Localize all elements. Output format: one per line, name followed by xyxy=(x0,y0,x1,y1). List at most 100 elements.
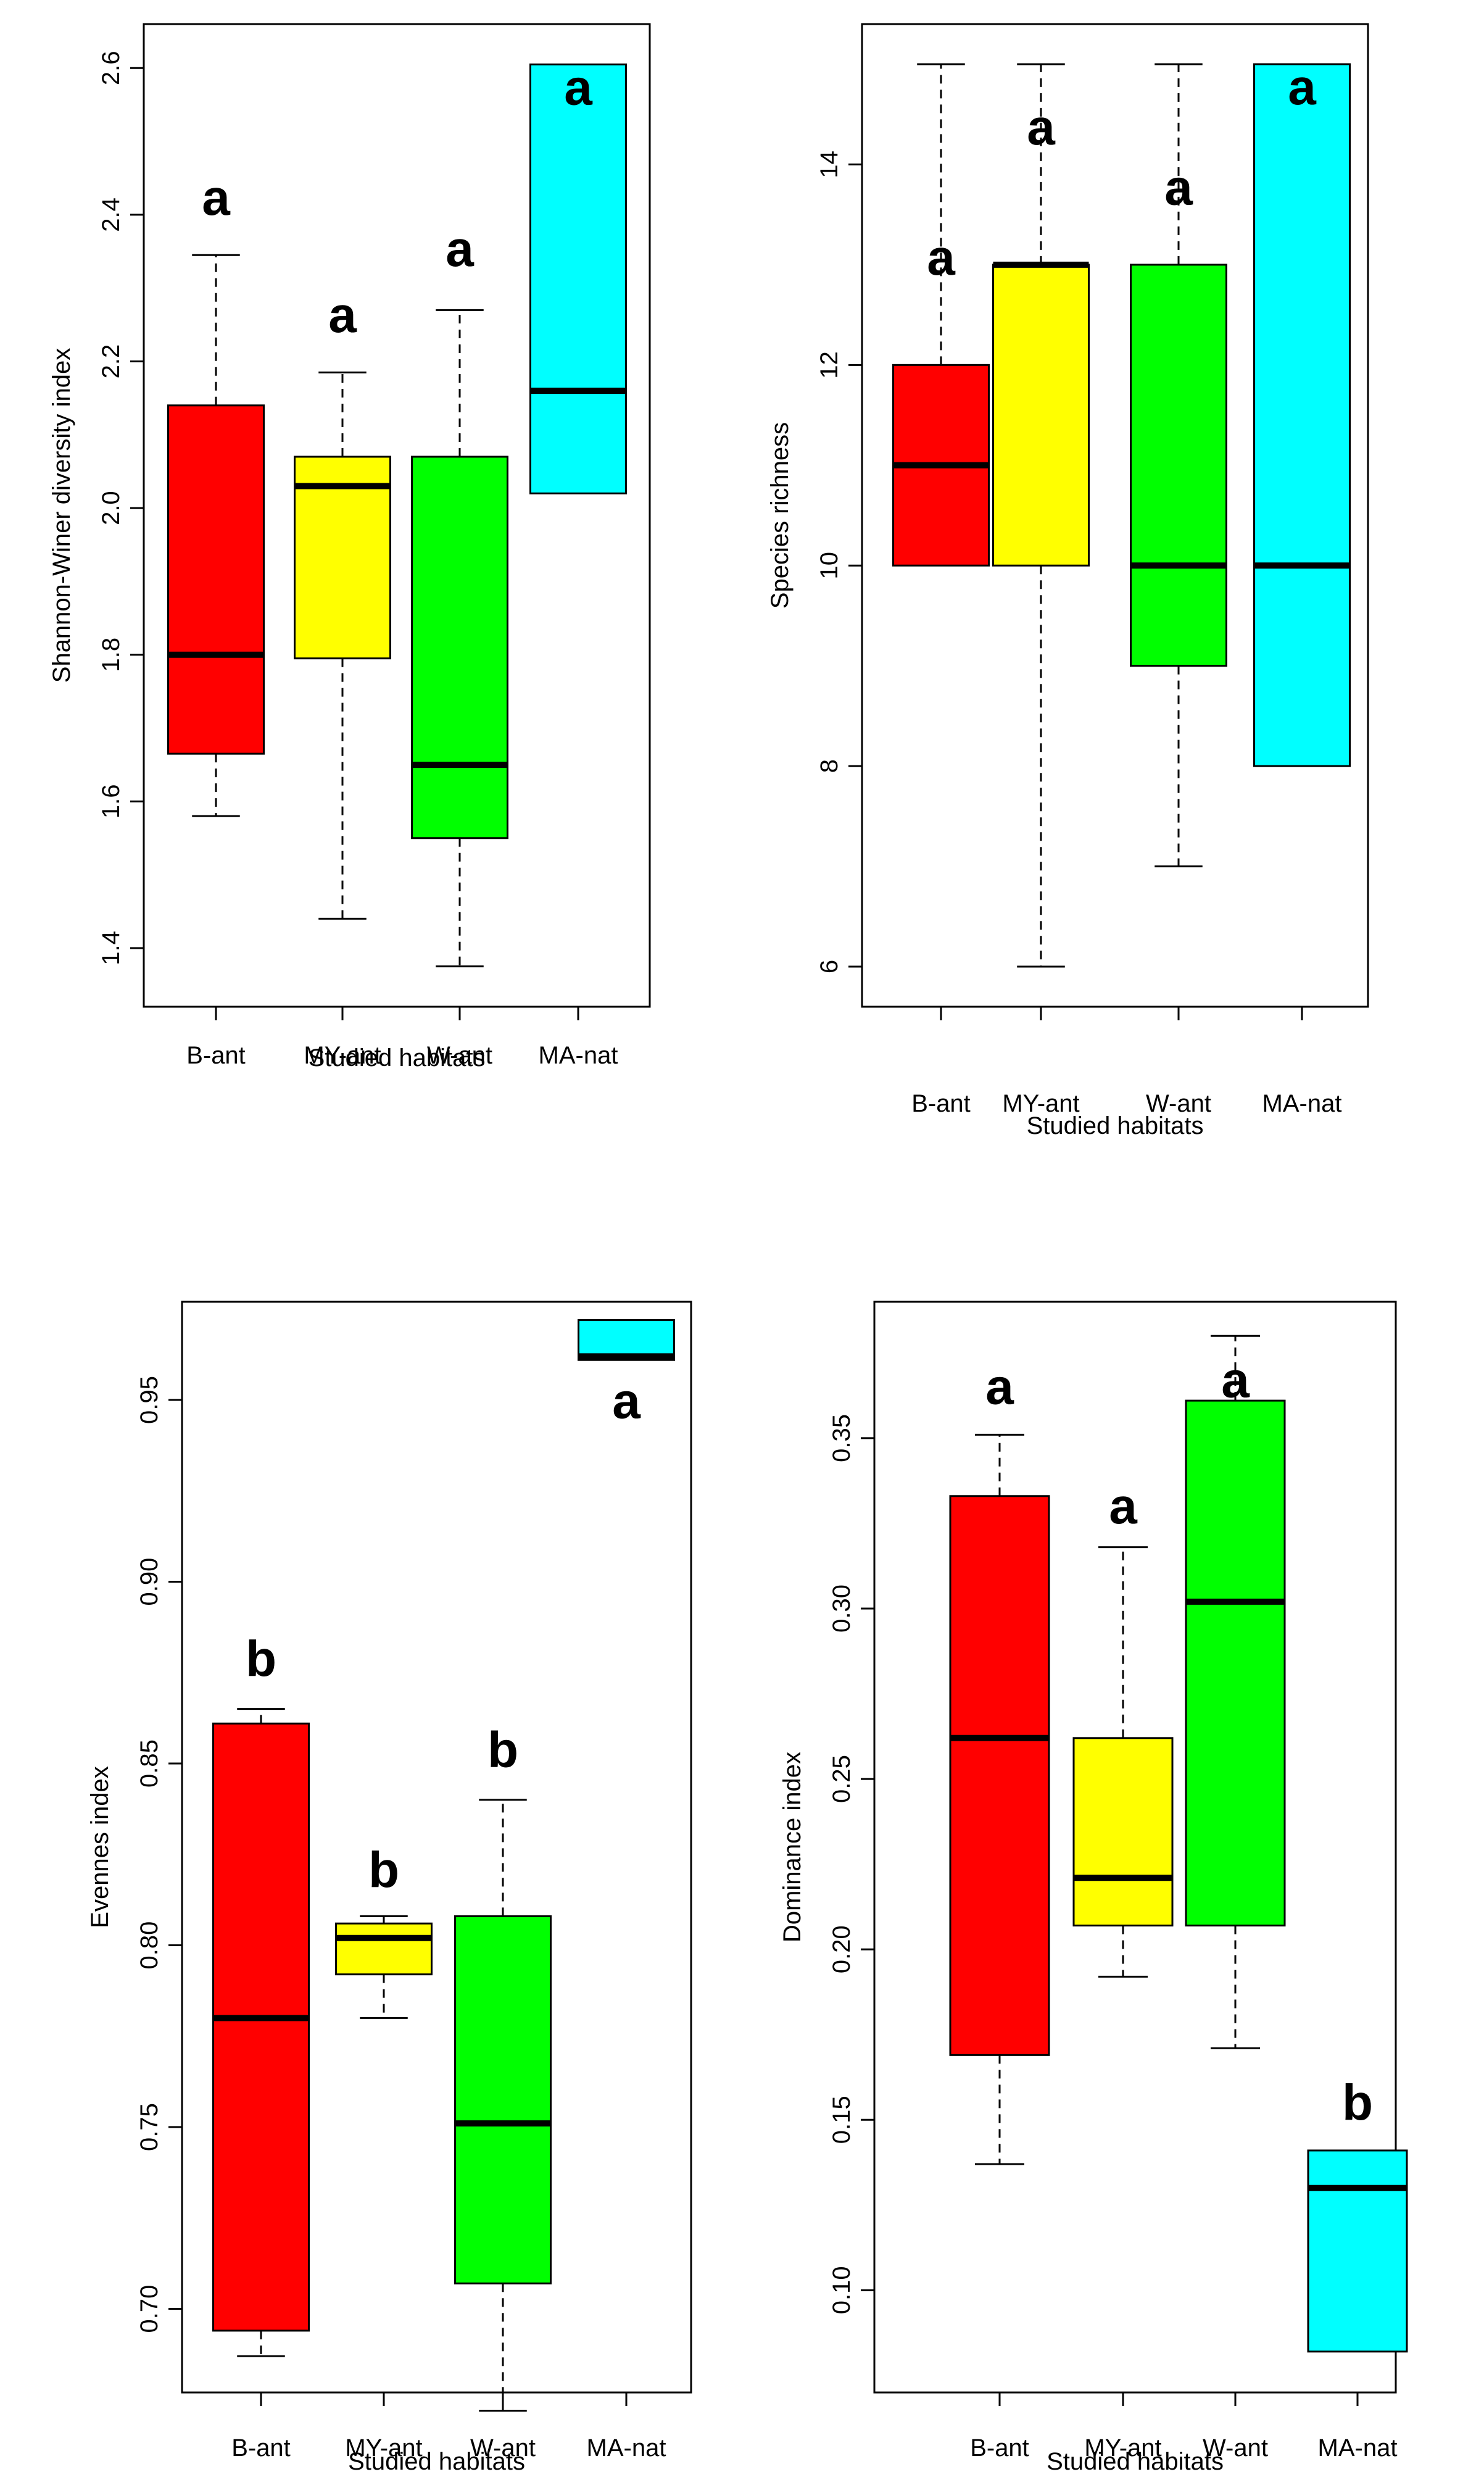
box-B-ant: a xyxy=(892,63,990,567)
x-tick-label: MY-ant xyxy=(304,1042,381,1069)
x-tick-label: MY-ant xyxy=(345,2434,422,2462)
box-MA-nat: a xyxy=(578,1318,675,1429)
x-axis-title: Studied habitats xyxy=(309,1044,486,1072)
y-tick-label: 1.4 xyxy=(97,931,125,965)
y-tick-label: 0.90 xyxy=(136,1558,163,1606)
significance-letter: a xyxy=(927,230,956,286)
box-body xyxy=(454,1915,552,2284)
y-tick-label: 14 xyxy=(816,151,843,178)
significance-letter: b xyxy=(246,1631,276,1688)
y-tick-label: 0.20 xyxy=(828,1925,855,1973)
y-tick-label: 0.35 xyxy=(828,1414,855,1462)
plot-frame xyxy=(873,1301,1397,2394)
y-tick-label: 0.85 xyxy=(136,1739,163,1788)
y-tick-label: 0.10 xyxy=(828,2266,855,2314)
y-tick-label: 0.25 xyxy=(828,1755,855,1803)
box-W-ant: a xyxy=(1185,1335,1286,2049)
box-body xyxy=(1253,63,1351,767)
box-body xyxy=(992,264,1090,567)
panel-shannon: 1.4 1.6 1.8 2.0 2.2 2.4 2.6 Shannon-Winer diver… xyxy=(48,23,651,1072)
significance-letter: a xyxy=(1221,1352,1250,1409)
box-W-ant: a xyxy=(411,221,508,968)
significance-letter: a xyxy=(612,1373,641,1429)
significance-letter: a xyxy=(328,287,357,343)
significance-letter: a xyxy=(446,221,475,277)
significance-letter: b xyxy=(487,1722,518,1778)
significance-letter: a xyxy=(985,1359,1014,1415)
x-tick-label: MY-ant xyxy=(1084,2434,1161,2462)
y-tick-label: 1.8 xyxy=(97,638,125,672)
x-tick-label: B-ant xyxy=(911,1090,971,1117)
box-B-ant: a xyxy=(949,1359,1050,2165)
significance-letter: b xyxy=(1342,2075,1373,2131)
y-axis-title: Species richness xyxy=(766,422,794,609)
box-W-ant: b xyxy=(454,1722,552,2412)
y-axis-title: Evennes index xyxy=(86,1766,114,1928)
box-B-ant: b xyxy=(212,1631,310,2357)
panel-richness: 6 8 10 12 14 Species richness B-ant MY-ant W-ant… xyxy=(766,23,1369,1139)
x-axis-title: Studied habitats xyxy=(1047,2448,1224,2475)
significance-letter: a xyxy=(1109,1478,1138,1534)
y-tick-label: 10 xyxy=(816,552,843,580)
y-tick-label: 0.70 xyxy=(136,2285,163,2333)
y-axis-title: Shannon-Winer diversity index xyxy=(48,348,75,683)
box-MA-nat: a xyxy=(529,60,627,494)
box-body xyxy=(529,63,627,494)
box-body xyxy=(1185,1399,1286,1927)
panel-evenness: 0.70 0.75 0.80 0.85 0.90 0.95 Evennes index B-a… xyxy=(86,1301,692,2475)
significance-letter: a xyxy=(202,170,231,226)
y-tick-label: 0.95 xyxy=(136,1376,163,1424)
y-tick-label: 0.75 xyxy=(136,2103,163,2151)
significance-letter: a xyxy=(1027,99,1056,156)
y-tick-label: 0.30 xyxy=(828,1584,855,1633)
y-tick-label: 2.0 xyxy=(97,491,125,525)
x-tick-label: W-ant xyxy=(470,2434,536,2462)
x-tick-label: W-ant xyxy=(1203,2434,1268,2462)
box-W-ant: a xyxy=(1130,63,1227,868)
significance-letter: b xyxy=(368,1842,399,1898)
box-MA-nat: b xyxy=(1307,2075,1408,2353)
plot-frame xyxy=(181,1301,692,2394)
box-body xyxy=(294,456,391,660)
box-body xyxy=(1307,2149,1408,2353)
box-body xyxy=(1130,264,1227,667)
box-body xyxy=(411,456,508,839)
box-body xyxy=(167,404,265,755)
box-B-ant: a xyxy=(167,170,265,817)
significance-letter: a xyxy=(1288,59,1317,115)
y-tick-label: 6 xyxy=(816,960,843,973)
plot-frame xyxy=(143,23,651,1008)
y-tick-label: 0.15 xyxy=(828,2096,855,2144)
x-tick-label: MA-nat xyxy=(587,2434,666,2462)
box-MY-ant: a xyxy=(992,63,1090,968)
box-MA-nat: a xyxy=(1253,59,1351,767)
x-tick-label: MA-nat xyxy=(1318,2434,1398,2462)
y-tick-label: 2.2 xyxy=(97,344,125,379)
box-MY-ant: a xyxy=(294,287,391,920)
y-tick-label: 12 xyxy=(816,351,843,379)
x-axis-title: Studied habitats xyxy=(1027,1112,1204,1139)
plot-frame xyxy=(861,23,1369,1008)
y-tick-label: 8 xyxy=(816,759,843,773)
panel-dominance: 0.10 0.15 0.20 0.25 0.30 0.35 Dominance index B… xyxy=(779,1301,1408,2475)
y-tick-label: 2.6 xyxy=(97,51,125,85)
box-body xyxy=(949,1495,1050,2056)
x-axis-title: Studied habitats xyxy=(348,2448,525,2475)
x-tick-label: W-ant xyxy=(1146,1090,1211,1117)
x-tick-label: B-ant xyxy=(970,2434,1029,2462)
x-tick-label: B-ant xyxy=(186,1042,246,1069)
box-body xyxy=(335,1922,433,1976)
y-axis-title: Dominance index xyxy=(779,1752,806,1942)
box-MY-ant: b xyxy=(335,1842,433,2019)
y-tick-label: 0.80 xyxy=(136,1922,163,1970)
significance-letter: a xyxy=(564,60,593,116)
significance-letter: a xyxy=(1164,159,1193,215)
x-tick-label: MA-nat xyxy=(539,1042,618,1069)
x-tick-label: W-ant xyxy=(427,1042,492,1069)
box-body xyxy=(1072,1737,1174,1927)
box-MY-ant: a xyxy=(1072,1478,1174,1978)
x-tick-label: MA-nat xyxy=(1262,1090,1342,1117)
x-tick-label: MY-ant xyxy=(1002,1090,1079,1117)
box-body xyxy=(212,1722,310,2332)
